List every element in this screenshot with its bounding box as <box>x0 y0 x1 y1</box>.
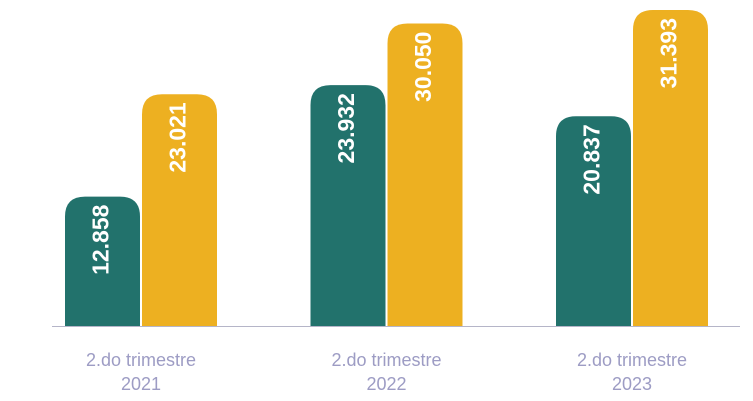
value-label: 31.393 <box>656 18 682 88</box>
value-label: 23.021 <box>165 102 191 173</box>
bar <box>65 196 140 326</box>
x-tick-label: 2.do trimestre 2022 <box>331 350 441 394</box>
x-tick-label: 2.do trimestre 2023 <box>577 350 687 394</box>
value-label: 20.837 <box>579 124 605 194</box>
bar <box>310 85 386 327</box>
value-label: 23.932 <box>333 93 359 163</box>
bar <box>633 10 708 326</box>
value-label: 30.050 <box>410 32 436 102</box>
bar <box>142 94 217 326</box>
x-tick-label: 2.do trimestre 2021 <box>86 350 196 394</box>
bar <box>387 23 463 326</box>
bar <box>556 116 631 326</box>
value-label: 12.858 <box>88 204 114 275</box>
